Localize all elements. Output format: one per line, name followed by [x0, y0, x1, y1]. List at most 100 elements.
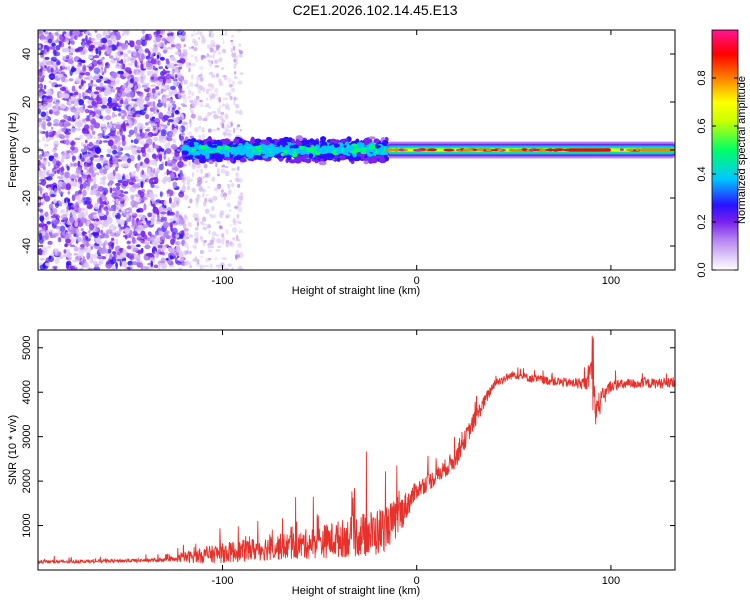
- snr-ylabel: SNR (10 * v/v): [7, 415, 19, 485]
- spectrogram-band-cell: [201, 155, 206, 160]
- spectrogram-noise-dot: [59, 134, 65, 140]
- spectrogram-noise-dot: [52, 199, 58, 204]
- spectrogram-noise-dot: [141, 169, 144, 176]
- spectrogram-band-cell: [213, 140, 218, 145]
- spectrogram-noise-dot: [190, 34, 195, 37]
- spectrogram-noise-dot: [202, 193, 205, 198]
- spectrogram-noise-dot: [235, 249, 240, 255]
- spectrogram-noise-dot: [87, 100, 90, 105]
- spectrogram-noise-dot: [119, 248, 123, 254]
- spectrogram-noise-dot: [150, 58, 157, 65]
- spectrogram-noise-dot: [46, 245, 52, 249]
- spectrogram-noise-dot: [188, 260, 192, 266]
- spectrogram-band-cell: [280, 152, 285, 157]
- spectrogram-noise-dot: [166, 64, 172, 68]
- spectrogram-noise-dot: [132, 261, 138, 266]
- spectrogram-noise-dot: [86, 143, 90, 149]
- spectrogram-noise-dot: [65, 197, 69, 201]
- spectrogram-noise-dot: [108, 224, 116, 232]
- spectrogram-noise-dot: [99, 115, 103, 120]
- spectrogram-noise-dot: [230, 122, 233, 127]
- spectrogram-noise-dot: [38, 30, 44, 34]
- spectrogram-noise-dot: [234, 103, 240, 109]
- spectrogram-noise-dot: [218, 57, 223, 63]
- spectrogram-noise-dot: [99, 107, 105, 112]
- spectrogram-noise-dot: [239, 72, 244, 75]
- spectrogram-noise-dot: [80, 228, 84, 232]
- spectrogram-peak: [393, 148, 399, 152]
- spectrogram-noise-dot: [238, 43, 242, 47]
- spectrogram-noise-dot: [129, 172, 136, 178]
- spectrogram-noise-dot: [107, 137, 114, 141]
- spectrogram-noise-dot: [121, 155, 129, 162]
- spectrogram-noise-dot: [134, 59, 138, 68]
- spectrogram-noise-dot: [187, 95, 192, 99]
- spectrogram-noise-dot: [167, 35, 173, 43]
- spectrogram-noise-dot: [222, 75, 227, 78]
- spectrogram-noise-dot: [225, 213, 231, 218]
- spectrogram-noise-dot: [182, 180, 185, 187]
- spectrogram-noise-dot: [133, 126, 138, 134]
- spectrogram-noise-dot: [70, 127, 76, 134]
- spectrogram-noise-dot: [217, 51, 221, 55]
- spectrogram-peak: [413, 148, 423, 152]
- spectrogram-noise-dot: [38, 208, 44, 212]
- spectrogram-noise-dot: [67, 59, 74, 65]
- spectrogram-noise-dot: [224, 104, 230, 110]
- spectrogram-noise-dot: [115, 230, 121, 237]
- spectrogram-noise-dot: [119, 51, 124, 55]
- spectrogram-noise-dot: [45, 262, 50, 267]
- spectrogram-noise-dot: [207, 244, 212, 249]
- spectrogram-noise-dot: [123, 57, 127, 64]
- spectrogram-noise-dot: [204, 55, 207, 59]
- spectrogram-noise-dot: [69, 174, 77, 181]
- spectrogram-noise-dot: [131, 236, 136, 244]
- spectrogram-noise-dot: [223, 74, 228, 81]
- spectrogram-noise-dot: [225, 239, 230, 244]
- spectrogram-noise-dot: [200, 54, 204, 61]
- spectrogram-noise-dot: [38, 223, 42, 228]
- spectrogram-noise-dot: [135, 254, 141, 260]
- spectrogram-noise-dot: [165, 60, 170, 65]
- colorbar-tick-label: 0.8: [696, 70, 708, 85]
- spectrogram-noise-dot: [182, 120, 186, 126]
- spectrogram-noise-dot: [233, 45, 236, 51]
- spectrogram-noise-dot: [107, 83, 111, 88]
- spectrogram-noise-dot: [48, 136, 55, 140]
- spectrogram-noise-dot: [110, 35, 117, 42]
- spectrogram-noise-dot: [189, 178, 193, 182]
- spectrogram-noise-dot: [198, 74, 203, 77]
- spectrogram-noise-dot: [160, 121, 164, 125]
- spectrogram-noise-dot: [86, 133, 93, 140]
- spectrogram-noise-dot: [178, 259, 184, 262]
- spectrogram-noise-dot: [80, 158, 86, 163]
- spectrogram-noise-dot: [143, 193, 150, 198]
- spectrogram-noise-dot: [115, 124, 121, 130]
- spectrogram-noise-dot: [149, 178, 154, 185]
- spectrogram-band-cell: [252, 142, 261, 147]
- spectrogram-noise-dot: [67, 191, 71, 195]
- spectrogram-band-cell: [199, 145, 207, 150]
- spectrogram-noise-dot: [77, 66, 81, 72]
- spectrogram-noise-dot: [232, 237, 236, 241]
- spectrogram-noise-dot: [146, 135, 152, 139]
- spectrogram-noise-dot: [53, 187, 58, 194]
- spectrogram-noise-dot: [70, 106, 77, 113]
- spectrogram-noise-dot: [86, 252, 91, 260]
- spectrogram-noise-dot: [208, 197, 213, 203]
- spectrogram-noise-dot: [127, 158, 132, 164]
- spectrogram-noise-dot: [221, 164, 225, 168]
- spectrogram-noise-dot: [215, 73, 219, 79]
- spectrogram-noise-dot: [38, 226, 43, 230]
- spectrogram-noise-dot: [61, 231, 66, 236]
- spectrogram-noise-dot: [101, 44, 106, 50]
- spectrogram-noise-dot: [161, 116, 168, 122]
- spectrogram-noise-dot: [140, 263, 144, 270]
- spectrogram-noise-dot: [172, 138, 176, 144]
- spectrogram-noise-dot: [173, 63, 178, 67]
- spectrogram-noise-dot: [93, 55, 100, 59]
- spectrogram-noise-dot: [40, 245, 46, 251]
- spectrogram-noise-dot: [201, 133, 206, 139]
- spectrogram-noise-dot: [150, 236, 156, 244]
- spectrogram-noise-dot: [127, 110, 134, 116]
